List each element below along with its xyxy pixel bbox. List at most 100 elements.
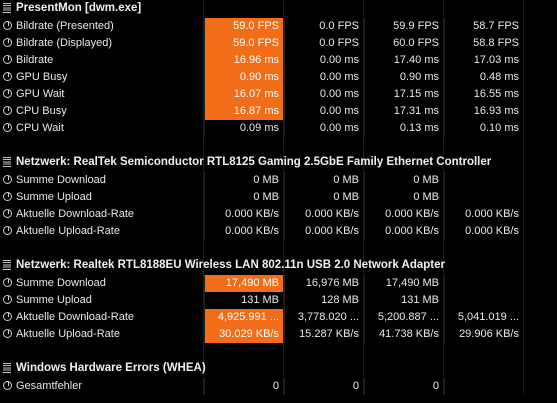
avg-value [444,275,523,292]
max-value: 59.9 FPS [364,18,443,35]
gauge-icon [3,278,12,287]
max-value: 131 MB [364,292,443,309]
section-title: Windows Hardware Errors (WHEA) [16,362,206,374]
max-value: 0 MB [364,172,443,189]
gauge-icon [3,89,12,98]
sensor-row[interactable]: Bildrate (Presented) 59.0 FPS 0.0 FPS 59.9 … [0,18,557,35]
section-header[interactable]: Netzwerk: RealTek Semiconductor RTL8125 … [0,154,557,172]
current-value: 0 MB [204,172,283,189]
sensor-label: Summe Download [16,174,106,186]
column-divider [283,0,284,395]
section-header[interactable]: Netzwerk: Realtek RTL8188EU Wireless LAN… [0,257,557,275]
min-value: 0.00 ms [284,120,363,137]
max-value: 41.738 KB/s [364,326,443,343]
sensor-label: Gesamtfehler [16,380,83,392]
min-value: 0 MB [284,189,363,206]
current-value: 59.0 FPS [204,35,283,52]
gauge-icon [3,329,12,338]
sensor-label: Aktuelle Download-Rate [16,208,135,220]
sensor-label: Summe Upload [16,191,92,203]
sensor-row[interactable]: Summe Download 0 MB 0 MB 0 MB [0,172,557,189]
sensor-label: Summe Upload [16,294,92,306]
sensor-row[interactable]: Aktuelle Upload-Rate 30.029 KB/s 15.287 KB… [0,326,557,343]
avg-value: 0.000 KB/s [444,223,523,240]
gauge-icon [3,209,12,218]
section-header[interactable]: PresentMon [dwm.exe] [0,0,557,18]
sensor-label: Bildrate (Presented) [16,20,114,32]
avg-value: 16.93 ms [444,103,523,120]
sensor-row[interactable]: Bildrate 16.96 ms 0.00 ms 17.40 ms 17.03 ms [0,52,557,69]
current-value: 16.07 ms [204,86,283,103]
gauge-icon [3,295,12,304]
sensor-row[interactable]: Summe Download 17,490 MB 16,976 MB 17,490 M… [0,275,557,292]
max-value: 0.90 ms [364,69,443,86]
current-value: 59.0 FPS [204,18,283,35]
min-value: 3,778.020 ... [284,309,363,326]
current-value: 16.96 ms [204,52,283,69]
avg-value: 58.7 FPS [444,18,523,35]
gauge-icon [3,106,12,115]
gauge-icon [3,72,12,81]
bars-icon [3,157,11,168]
max-value: 17.31 ms [364,103,443,120]
current-value: 0 MB [204,189,283,206]
sensor-row[interactable]: Aktuelle Download-Rate 0.000 KB/s 0.000 KB… [0,206,557,223]
avg-value [444,378,523,395]
sensor-row[interactable]: CPU Busy 16.87 ms 0.00 ms 17.31 ms 16.93 ms [0,103,557,120]
sensor-row[interactable]: Summe Upload 0 MB 0 MB 0 MB [0,189,557,206]
avg-value: 29.906 KB/s [444,326,523,343]
current-value: 0.09 ms [204,120,283,137]
avg-value [444,292,523,309]
bars-icon [3,363,11,374]
bars-icon [3,260,11,271]
section-spacer [0,137,557,154]
gauge-icon [3,123,12,132]
sensor-row[interactable]: Bildrate (Displayed) 59.0 FPS 0.0 FPS 60.0 … [0,35,557,52]
current-value: 0.000 KB/s [204,206,283,223]
max-value: 0 MB [364,189,443,206]
column-divider [203,0,204,395]
sensor-label: Aktuelle Upload-Rate [16,328,120,340]
gauge-icon [3,175,12,184]
min-value: 0 [284,378,363,395]
gauge-icon [3,55,12,64]
sensor-row[interactable]: Gesamtfehler 0 0 0 [0,378,557,395]
min-value: 0.00 ms [284,69,363,86]
sensor-label: Aktuelle Download-Rate [16,311,135,323]
gauge-icon [3,192,12,201]
section-title: Netzwerk: RealTek Semiconductor RTL8125 … [16,156,492,168]
sensor-row[interactable]: GPU Busy 0.90 ms 0.00 ms 0.90 ms 0.48 ms [0,69,557,86]
min-value: 0.0 FPS [284,35,363,52]
gauge-icon [3,226,12,235]
sensor-label: Summe Download [16,277,106,289]
min-value: 128 MB [284,292,363,309]
current-value: 4,925.991 ... [204,309,283,326]
sensor-row[interactable]: GPU Wait 16.07 ms 0.00 ms 17.15 ms 16.55 ms [0,86,557,103]
section-title: PresentMon [dwm.exe] [16,2,142,14]
section-spacer [0,240,557,257]
sensor-label: CPU Busy [16,105,67,117]
min-value: 0.00 ms [284,103,363,120]
current-value: 16.87 ms [204,103,283,120]
max-value: 17.15 ms [364,86,443,103]
min-value: 15.287 KB/s [284,326,363,343]
sensor-row[interactable]: CPU Wait 0.09 ms 0.00 ms 0.13 ms 0.10 ms [0,120,557,137]
sensor-row[interactable]: Summe Upload 131 MB 128 MB 131 MB [0,292,557,309]
current-value: 131 MB [204,292,283,309]
section-header[interactable]: Windows Hardware Errors (WHEA) [0,360,557,378]
gauge-icon [3,381,12,390]
sensor-row[interactable]: Aktuelle Download-Rate 4,925.991 ... 3,778… [0,309,557,326]
min-value: 16,976 MB [284,275,363,292]
avg-value: 16.55 ms [444,86,523,103]
min-value: 0.00 ms [284,86,363,103]
max-value: 0.13 ms [364,120,443,137]
max-value: 0.000 KB/s [364,206,443,223]
min-value: 0.0 FPS [284,18,363,35]
avg-value: 58.8 FPS [444,35,523,52]
min-value: 0.000 KB/s [284,223,363,240]
column-divider [443,0,444,395]
gauge-icon [3,38,12,47]
sensor-row[interactable]: Aktuelle Upload-Rate 0.000 KB/s 0.000 KB/s… [0,223,557,240]
avg-value: 0.10 ms [444,120,523,137]
avg-value [444,189,523,206]
